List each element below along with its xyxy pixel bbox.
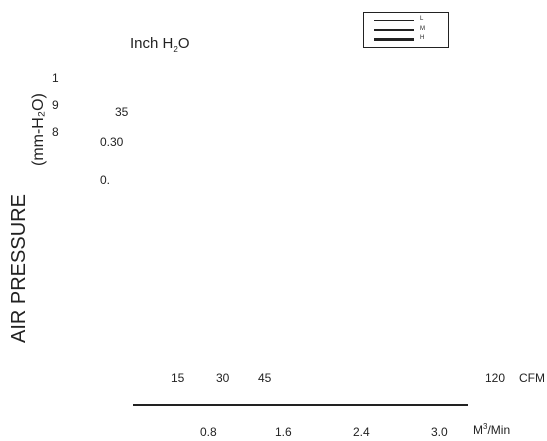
legend: L M H bbox=[363, 12, 449, 48]
x-m3-tick: 2.4 bbox=[353, 425, 370, 439]
y-axis-unit: (mm-H₂O) bbox=[30, 93, 47, 166]
legend-label-m: M bbox=[420, 26, 425, 32]
legend-line-m bbox=[374, 29, 414, 31]
x-m3-tick: 0.8 bbox=[200, 425, 217, 439]
x-cfm-tick: 120 bbox=[485, 371, 506, 385]
y-inch-tick: 0. bbox=[100, 173, 111, 187]
y-axis-title: AIR PRESSURE bbox=[8, 194, 30, 343]
legend-line-h bbox=[374, 38, 414, 41]
legend-label-l: L bbox=[420, 16, 424, 22]
x-cfm-tick: 45 bbox=[258, 371, 272, 385]
x-cfm-unit: CFM bbox=[519, 371, 545, 385]
x-m3-tick: 1.6 bbox=[275, 425, 292, 439]
x-cfm-tick: 15 bbox=[171, 371, 185, 385]
y-inch-tick: 35 bbox=[115, 105, 129, 119]
x-m3-unit: M3/Min bbox=[473, 422, 511, 437]
legend-line-l bbox=[374, 20, 414, 21]
x-axis-line bbox=[133, 404, 468, 406]
legend-label-h: H bbox=[420, 35, 425, 41]
y-inch-tick: 0.30 bbox=[100, 135, 124, 149]
y-mm-tick: 8 bbox=[52, 125, 59, 139]
x-cfm-tick: 30 bbox=[216, 371, 230, 385]
x-m3-tick: 3.0 bbox=[431, 425, 448, 439]
y-mm-tick: 9 bbox=[52, 98, 59, 112]
inch-h2o-label: Inch H2O bbox=[130, 35, 190, 54]
y-mm-tick: 1 bbox=[52, 71, 59, 85]
